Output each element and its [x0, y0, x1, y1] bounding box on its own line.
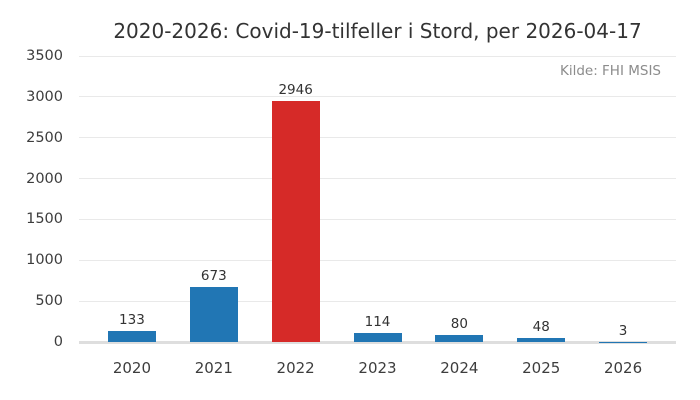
- bar-value-label: 48: [532, 319, 550, 336]
- y-tick-label: 3000: [26, 88, 63, 105]
- x-tick-label: 2026: [603, 359, 643, 377]
- gridline: [79, 178, 676, 180]
- y-tick-label: 2500: [26, 129, 63, 146]
- bar-2021: [189, 287, 238, 342]
- gridline: [79, 218, 676, 220]
- x-tick-label: 2024: [440, 359, 479, 377]
- bar-2020: [107, 331, 156, 342]
- bar-value-label: 114: [364, 313, 391, 330]
- plot-area: 133 2020 673 2021 2946 2022 114 2023 80 2024 48 202…: [79, 55, 676, 377]
- y-tick-label: 1000: [26, 252, 63, 269]
- y-axis: 0 500 1000 1500 2000 2500 3000 3500: [0, 48, 63, 350]
- source-note: Kilde: FHI MSIS: [559, 63, 661, 79]
- gridline: [79, 55, 676, 57]
- bar-value-label: 2946: [278, 82, 313, 99]
- bar-2025: [517, 338, 566, 342]
- bar-2024: [435, 335, 484, 342]
- x-tick-label: 2020: [112, 359, 152, 377]
- y-tick-label: 500: [35, 293, 63, 310]
- x-tick-label: 2021: [194, 359, 233, 377]
- bar-value-label: 80: [450, 316, 468, 333]
- bar-value-label: 133: [119, 312, 145, 329]
- y-tick-label: 0: [53, 334, 63, 350]
- x-tick-label: 2022: [276, 359, 315, 377]
- gridline: [79, 137, 676, 139]
- gridline: [79, 96, 676, 98]
- x-axis-baseline: [79, 341, 676, 344]
- bar-2022: [271, 101, 320, 342]
- gridline: [79, 300, 676, 302]
- bar-value-label: 673: [200, 268, 227, 285]
- bar-2023: [353, 332, 402, 342]
- x-tick-label: 2025: [522, 359, 561, 377]
- chart-title: 2020-2026: Covid-19-tilfeller i Stord, p…: [113, 19, 642, 43]
- x-tick-label: 2023: [358, 359, 397, 377]
- bar-value-label: 3: [618, 322, 628, 339]
- y-tick-label: 1500: [26, 211, 63, 228]
- y-tick-label: 3500: [26, 48, 63, 64]
- gridline: [79, 259, 676, 261]
- y-tick-label: 2000: [26, 170, 63, 187]
